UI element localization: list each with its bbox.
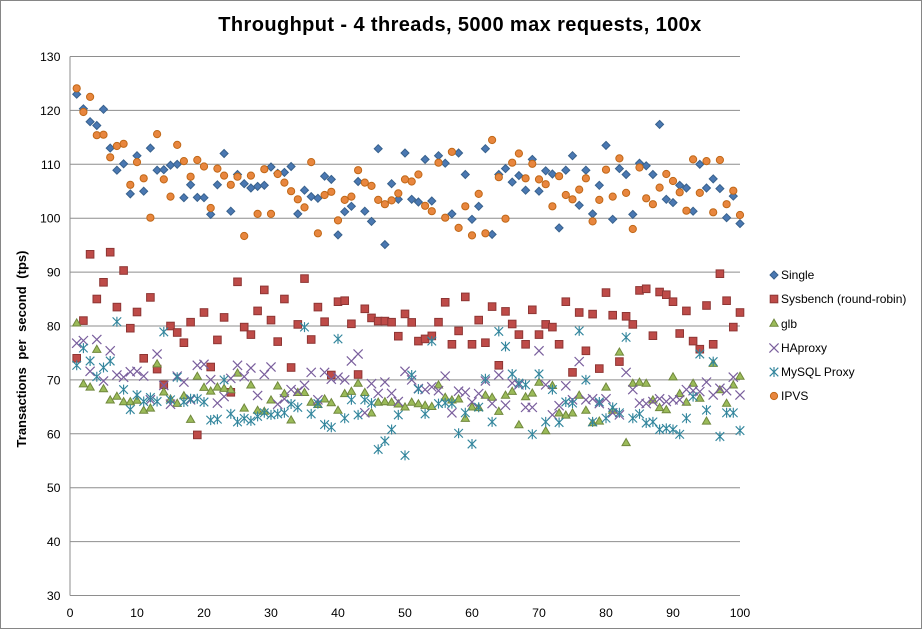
svg-text:100: 100 <box>730 606 751 620</box>
svg-text:80: 80 <box>47 320 61 334</box>
svg-text:glb: glb <box>781 317 797 331</box>
svg-text:Sysbench (round-robin): Sysbench (round-robin) <box>781 292 906 306</box>
svg-text:50: 50 <box>47 481 61 495</box>
svg-text:120: 120 <box>40 104 61 118</box>
svg-text:Single: Single <box>781 268 815 282</box>
svg-text:60: 60 <box>465 606 479 620</box>
svg-text:60: 60 <box>47 427 61 441</box>
svg-text:Transactions per second (tps): Transactions per second (tps) <box>14 251 29 448</box>
svg-text:40: 40 <box>47 535 61 549</box>
svg-text:HAproxy: HAproxy <box>781 341 827 355</box>
svg-text:70: 70 <box>47 373 61 387</box>
svg-text:MySQL Proxy: MySQL Proxy <box>781 365 855 379</box>
svg-text:20: 20 <box>197 606 211 620</box>
svg-text:30: 30 <box>264 606 278 620</box>
svg-text:130: 130 <box>40 50 61 64</box>
svg-text:110: 110 <box>41 158 61 172</box>
svg-text:40: 40 <box>331 606 345 620</box>
svg-text:100: 100 <box>40 212 61 226</box>
svg-text:0: 0 <box>67 606 74 620</box>
svg-text:Throughput - 4 threads, 5000 m: Throughput - 4 threads, 5000 max request… <box>218 14 701 36</box>
svg-text:30: 30 <box>47 589 61 603</box>
svg-text:80: 80 <box>599 606 613 620</box>
svg-text:90: 90 <box>47 266 61 280</box>
svg-text:90: 90 <box>666 606 680 620</box>
svg-text:IPVS: IPVS <box>781 389 808 403</box>
svg-text:10: 10 <box>130 606 144 620</box>
svg-text:70: 70 <box>532 606 546 620</box>
svg-text:50: 50 <box>398 606 412 620</box>
